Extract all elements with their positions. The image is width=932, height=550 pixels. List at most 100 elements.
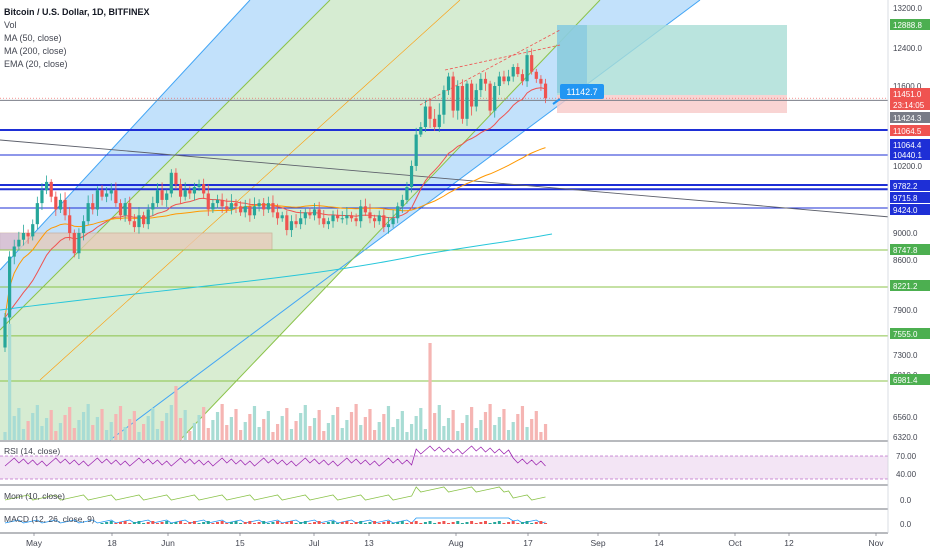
macd-histogram-bar [442,521,446,524]
volume-bar [262,419,266,440]
moving-averages [0,87,553,318]
legend-vol[interactable]: Vol [4,20,17,30]
volume-bar [470,407,474,440]
candle-body [128,203,132,222]
macd-label[interactable]: MACD (12, 26, close, 9) [4,514,95,524]
candle-body [409,165,414,188]
macd-histogram-bar [511,521,515,524]
legend-ma50[interactable]: MA (50, close) [4,33,62,43]
candle-body [248,206,252,216]
macd-histogram-bar [123,521,127,524]
macd-histogram-bar [248,521,252,524]
volume-bar [165,413,169,440]
macd-histogram-bar [433,523,437,524]
candle-body [266,203,270,210]
macd-histogram-bar [146,522,150,524]
candle-body [169,172,173,194]
time-axis-label: Jul [309,538,320,548]
time-axis-label: Nov [868,538,884,548]
candle-body [215,199,220,204]
candle-body [239,206,243,213]
volume-bar [539,432,543,440]
price-label-badge [890,149,930,160]
symbol-title[interactable]: Bitcoin / U.S. Dollar, 1D, BITFINEX [4,7,150,17]
volume-bar [520,406,525,440]
price-label-text: 9424.0 [893,206,918,215]
volume-bar [132,411,136,440]
legend-ema20[interactable]: EMA (20, close) [4,59,68,69]
rsi-label[interactable]: RSI (14, close) [4,446,61,456]
macd-histogram-bar [539,521,543,524]
candle-body [400,199,404,207]
mom-label[interactable]: Mom (10, close) [4,491,65,501]
time-axis-label: 17 [523,538,533,548]
macd-histogram-bar [197,523,201,524]
macd-histogram-bar [530,523,534,524]
macd-histogram-bar [308,523,312,524]
volume-bar [345,420,349,440]
price-label-badge [890,125,930,136]
volume-bar [312,418,317,440]
volume-bar [63,415,67,440]
macd-histogram-bar [294,523,298,524]
macd-histogram-bar [497,521,501,524]
volume-bar [206,428,210,440]
candle-body [165,193,169,200]
candle-body [160,190,164,200]
candle-body [340,218,344,220]
price-label-text: 9715.8 [893,194,918,203]
price-tick-label: 9000.0 [893,229,918,238]
price-label-badge [890,99,930,110]
volume-bar [340,428,344,440]
volume-bar [197,415,201,440]
macd-histogram-bar [336,523,340,524]
macd-histogram-bar [188,522,192,524]
ma50-line [4,147,546,318]
candle-body [280,215,284,219]
volume-bar [474,428,478,440]
candle-body [174,172,178,185]
candle-body [123,203,127,216]
candle-body [543,83,548,99]
volume-bar [359,425,363,440]
macd-histogram-bar [386,521,390,524]
candle-body [40,190,44,204]
candle-body [363,206,367,213]
price-tick-label: 6320.0 [893,433,918,442]
macd-histogram-bar [280,523,284,524]
candle-body [58,199,63,210]
volume-bar [465,415,469,440]
macd-histogram-bar [391,523,395,524]
macd-histogram-bar [326,522,330,524]
macd-histogram-bar [252,523,256,524]
macd-histogram-bar [340,522,344,524]
candle-body [86,203,90,222]
macd-histogram-bar [169,523,173,524]
volume-bar [326,423,330,440]
price-tick-label: 6560.0 [893,413,918,422]
candle-body [396,206,400,219]
rsi-band [0,456,888,479]
candles [3,48,548,352]
candle-body [506,76,511,82]
macd-histogram-bar [202,522,206,524]
candle-body [405,187,409,200]
volume-bar [377,422,381,440]
candle-body [511,67,515,77]
macd-histogram-bar [382,522,386,524]
candle-body [54,196,58,210]
macd-histogram-bar [470,521,474,524]
legend-ma200[interactable]: MA (200, close) [4,46,67,56]
price-tick-label: 13200.0 [893,4,922,13]
volume-bar [419,408,423,440]
macd-histogram-bar [109,521,113,524]
macd-histogram-bar [428,521,432,524]
macd-histogram-bar [243,522,247,524]
macd-histogram-bar [377,523,381,524]
price-label-text: 8747.8 [893,246,918,255]
price-label-badge [890,328,930,339]
candle-body [465,83,469,119]
volume-bar [243,422,247,440]
candle-body [21,233,26,240]
